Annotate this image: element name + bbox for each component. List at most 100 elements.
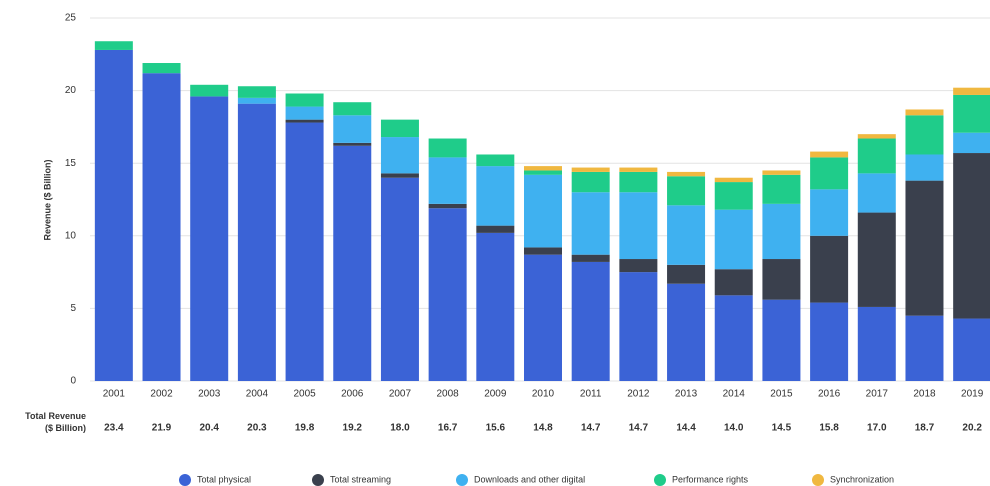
total-label: 15.8 (819, 423, 839, 434)
bar-segment (953, 153, 990, 319)
bar-segment (762, 174, 801, 204)
bar-segment (524, 170, 562, 175)
x-tick-label: 2009 (484, 389, 507, 400)
bar-segment (619, 171, 658, 193)
y-tick-label: 25 (65, 13, 77, 24)
x-tick-label: 2016 (818, 389, 841, 400)
x-tick-label: 2006 (341, 389, 364, 400)
bar-segment (953, 132, 990, 154)
bar-segment (810, 302, 849, 381)
x-tick-label: 2008 (437, 389, 460, 400)
bar-segment (94, 49, 133, 381)
total-label: 14.7 (629, 423, 649, 434)
bar-segment (428, 203, 467, 209)
bar-segment (476, 232, 515, 381)
bar-segment (571, 171, 610, 193)
bar-segment (428, 208, 467, 381)
bar-segment (524, 174, 562, 248)
x-tick-label: 2011 (580, 389, 602, 400)
bar-segment (237, 103, 276, 381)
x-tick-label: 2018 (913, 389, 936, 400)
bar-segment (714, 209, 753, 270)
legend-marker (812, 474, 824, 486)
bar-segment (94, 41, 133, 50)
total-label: 20.2 (962, 423, 982, 434)
bar-segment (333, 142, 372, 146)
bar-segment (714, 269, 753, 296)
bar-segment (667, 283, 706, 381)
legend-marker (179, 474, 191, 486)
x-tick-label: 2005 (293, 389, 316, 400)
bar-segment (142, 63, 181, 74)
bar-segment (953, 318, 990, 381)
bar-segment (285, 93, 324, 107)
bar-segment (762, 259, 801, 300)
bar-segment (476, 225, 515, 233)
bar-segment (237, 86, 276, 98)
total-label: 18.0 (390, 423, 410, 434)
y-tick-label: 5 (70, 303, 76, 314)
bar-segment (667, 264, 706, 284)
y-tick-label: 20 (65, 85, 77, 96)
total-label: 19.2 (343, 423, 363, 434)
x-tick-label: 2004 (246, 389, 269, 400)
y-tick-label: 10 (65, 230, 77, 241)
bar-segment (667, 171, 706, 177)
x-tick-label: 2013 (675, 389, 698, 400)
legend-marker (312, 474, 324, 486)
total-label: 14.7 (581, 423, 601, 434)
bar-segment (619, 167, 658, 172)
x-tick-label: 2007 (389, 389, 412, 400)
legend-label: Downloads and other digital (474, 474, 585, 484)
bar-segment (524, 247, 562, 255)
x-tick-label: 2019 (961, 389, 984, 400)
bar-segment (571, 192, 610, 255)
bar-segment (762, 170, 801, 175)
legend-marker (654, 474, 666, 486)
bar-segment (571, 261, 610, 381)
bar-segment (905, 315, 944, 381)
bar-segment (190, 96, 229, 382)
total-label: 21.9 (152, 423, 172, 434)
x-tick-label: 2001 (103, 389, 126, 400)
total-label: 15.6 (486, 423, 506, 434)
total-label: 16.7 (438, 423, 458, 434)
total-label: 18.7 (915, 423, 935, 434)
x-tick-label: 2017 (866, 389, 889, 400)
bar-segment (762, 203, 801, 260)
x-tick-label: 2002 (150, 389, 173, 400)
bar-segment (857, 134, 896, 139)
bar-segment (619, 192, 658, 260)
bar-segment (905, 115, 944, 155)
total-label: 23.4 (104, 423, 124, 434)
bar-segment (857, 138, 896, 174)
bar-segment (714, 182, 753, 210)
bar-segment (524, 166, 562, 171)
bar-segment (428, 157, 467, 204)
bar-segment (285, 122, 324, 381)
bar-segment (714, 295, 753, 381)
bar-segment (810, 235, 849, 303)
total-label: 14.5 (772, 423, 792, 434)
bar-segment (667, 205, 706, 265)
bar-segment (953, 87, 990, 95)
total-label: 20.3 (247, 423, 267, 434)
total-label: 20.4 (199, 423, 219, 434)
legend-marker (456, 474, 468, 486)
y-tick-label: 0 (70, 376, 76, 387)
y-axis-label: Revenue ($ Billion) (42, 159, 52, 240)
bar-segment (857, 173, 896, 213)
bar-segment (857, 306, 896, 381)
bar-segment (714, 177, 753, 183)
bar-segment (333, 102, 372, 116)
totals-label: Total Revenue ($ Billion) (25, 411, 86, 433)
bar-segment (905, 180, 944, 316)
bar-segment (524, 254, 562, 381)
legend-label: Total streaming (330, 474, 391, 484)
total-label: 14.8 (533, 423, 553, 434)
bar-segment (142, 73, 181, 382)
bar-segment (953, 94, 990, 133)
bar-segment (571, 167, 610, 172)
bar-segment (333, 115, 372, 143)
